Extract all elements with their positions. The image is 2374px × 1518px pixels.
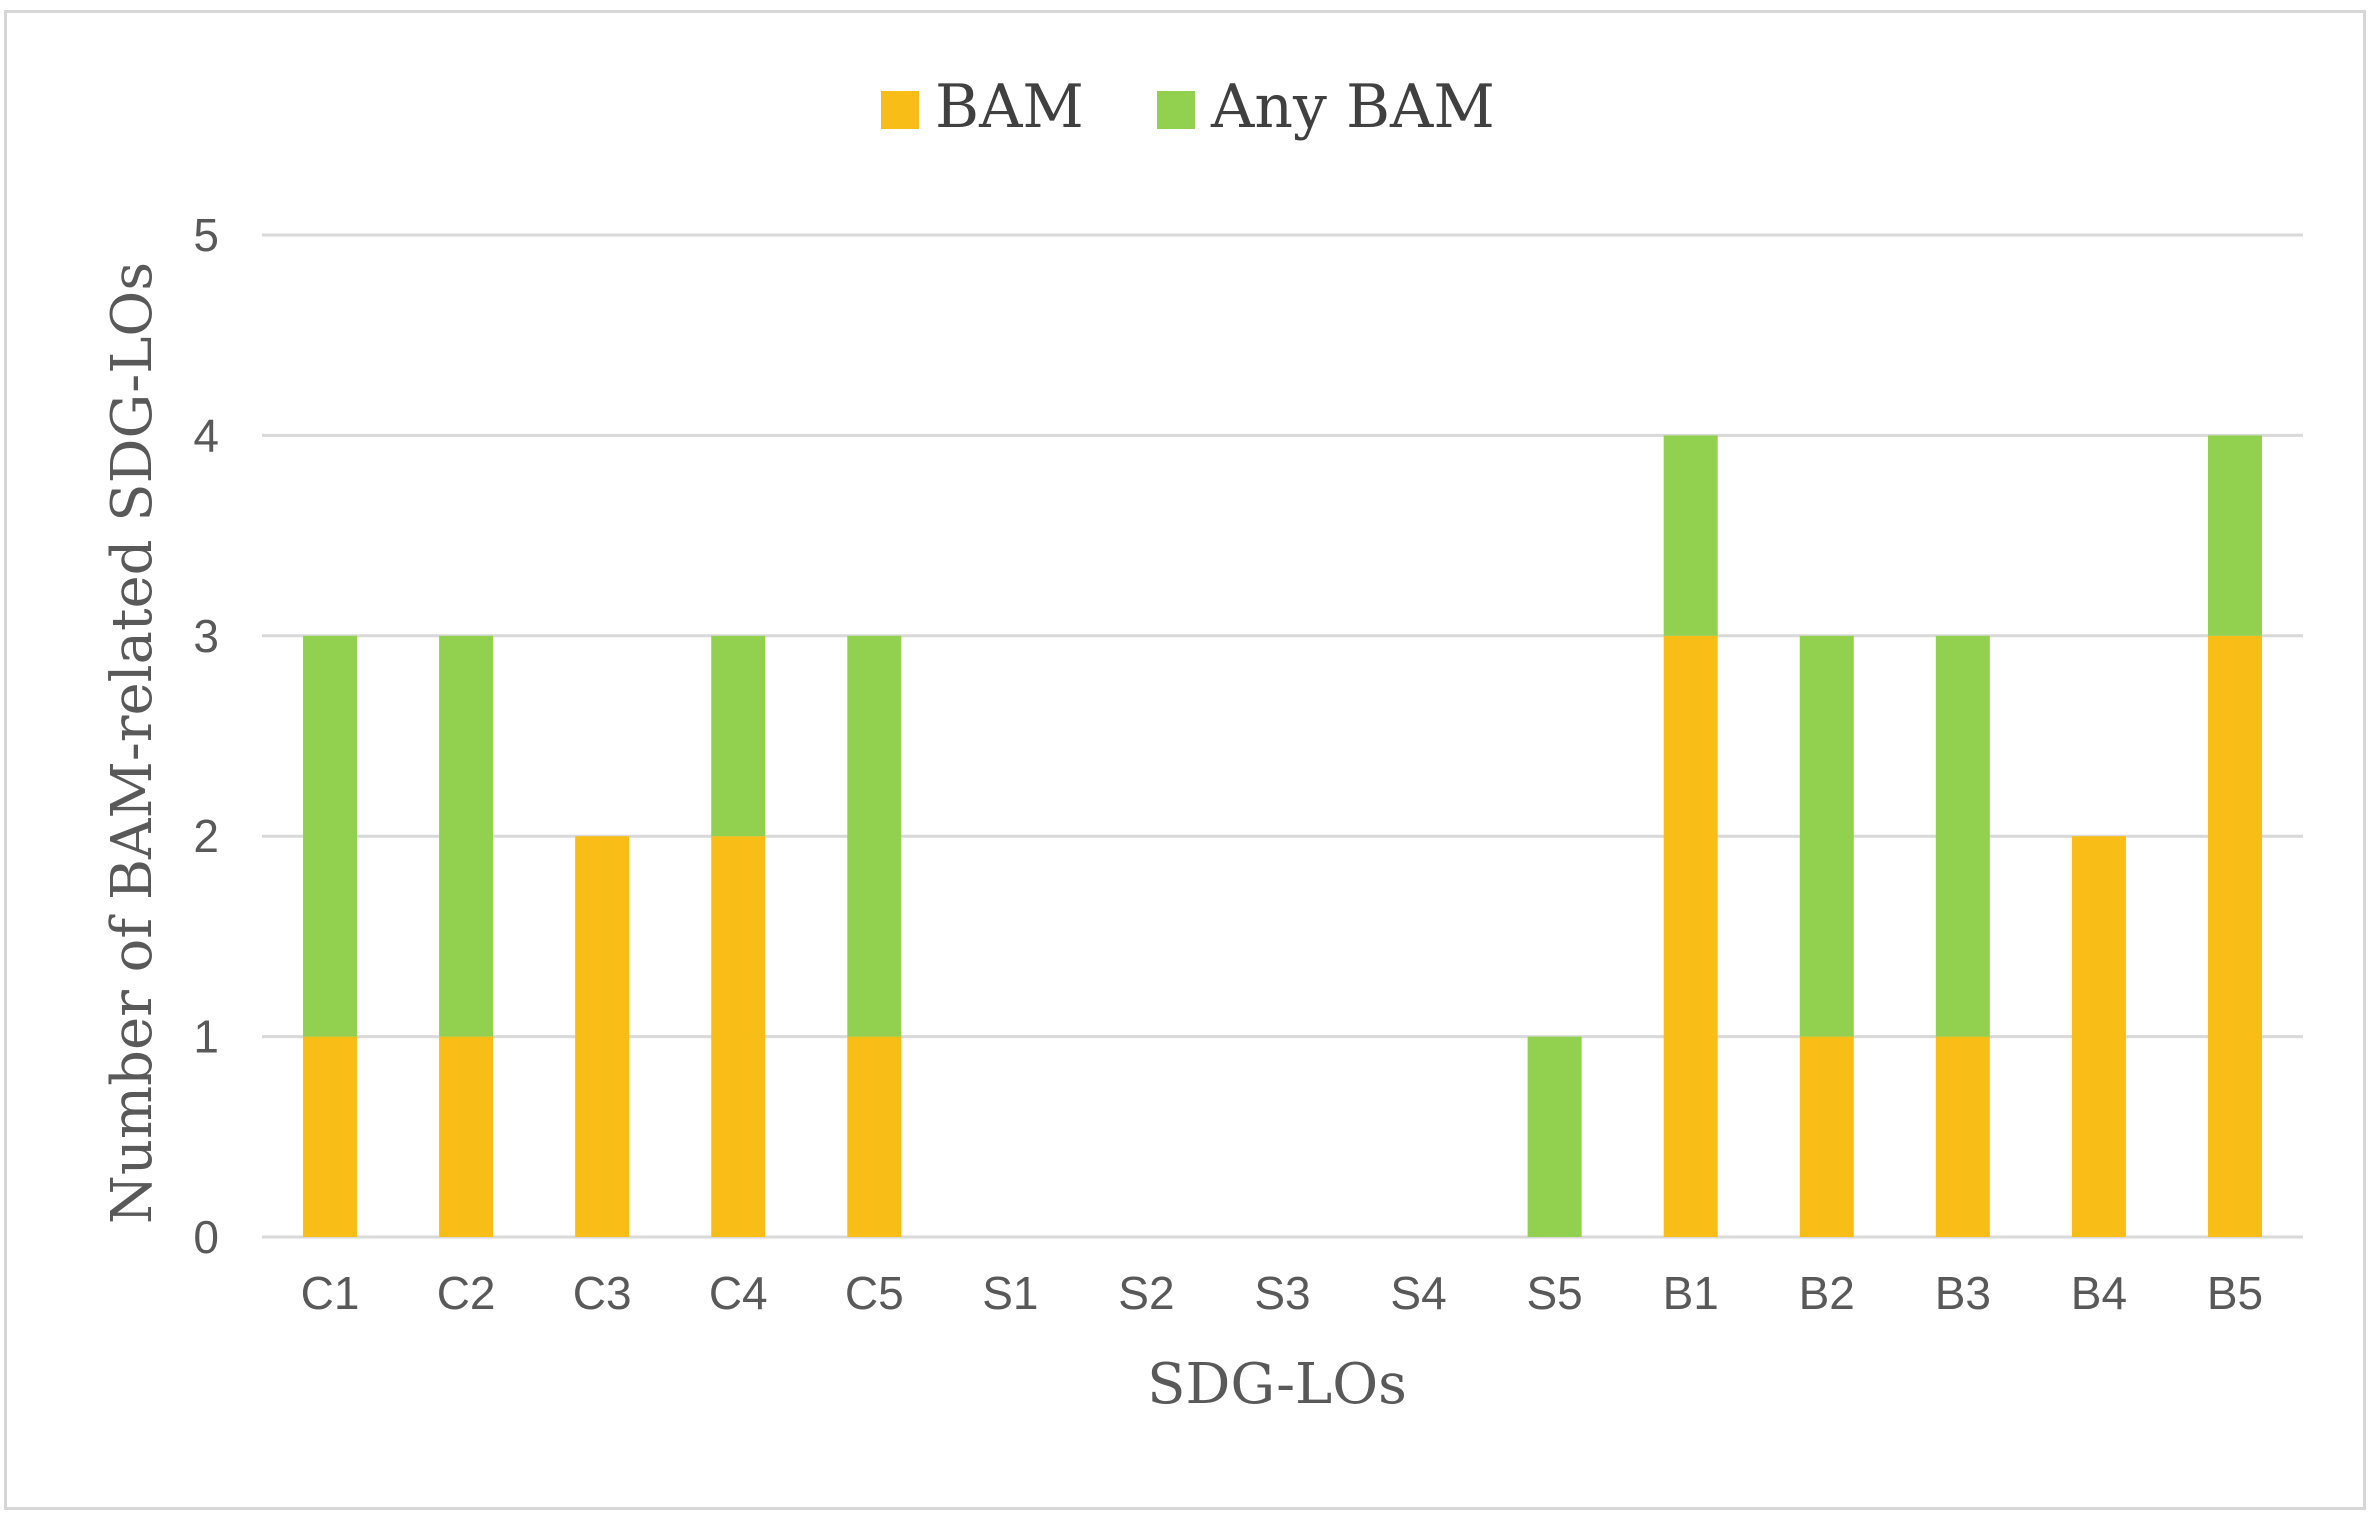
- y-tick-label: 3: [193, 610, 219, 662]
- bar-any-bam-c4: [711, 635, 766, 837]
- x-tick-label-b2: B2: [1799, 1267, 1855, 1319]
- x-tick-label-c3: C3: [573, 1267, 632, 1319]
- bar-any-bam-c5: [847, 635, 902, 1037]
- bar-bam-c4: [711, 836, 766, 1237]
- x-tick-label-c5: C5: [845, 1267, 904, 1319]
- x-tick-label-b5: B5: [2207, 1267, 2263, 1319]
- bar-any-bam-c1: [303, 635, 358, 1037]
- chart-frame: 0 1 2 3 4 5 C1 C2 C3 C4 C5 S1 S2 S3 S4 S5 B1 B2 B3 B4 B5 BAM…: [4, 10, 2366, 1510]
- y-tick-label: 5: [193, 209, 219, 261]
- bar-bam-c3: [575, 836, 630, 1237]
- x-tick-label-s1: S1: [982, 1267, 1038, 1319]
- y-tick-label: 0: [193, 1211, 219, 1263]
- y-axis-title: Number of BAM-related SDG-LOs: [100, 262, 165, 1224]
- grid-layer: [262, 233, 2303, 1239]
- y-tick-label: 4: [193, 409, 219, 461]
- x-tick-label-b3: B3: [1935, 1267, 1991, 1319]
- x-tick-label-s2: S2: [1118, 1267, 1174, 1319]
- bar-bam-b5: [2207, 635, 2262, 1237]
- bar-any-bam-b3: [1935, 635, 1990, 1037]
- x-tick-label-c4: C4: [709, 1267, 768, 1319]
- y-tick-label: 2: [193, 810, 219, 862]
- bar-bam-c5: [847, 1036, 902, 1237]
- x-tick-label-c2: C2: [437, 1267, 496, 1319]
- x-axis-title: SDG-LOs: [1147, 1352, 1407, 1417]
- legend-label-any-bam: Any BAM: [1210, 72, 1495, 142]
- bar-any-bam-b1: [1663, 435, 1718, 636]
- bar-bam-b1: [1663, 635, 1718, 1237]
- x-tick-label-b4: B4: [2071, 1267, 2127, 1319]
- bar-bam-b3: [1935, 1036, 1990, 1237]
- bar-bam-c2: [439, 1036, 494, 1237]
- bar-any-bam-c2: [439, 635, 494, 1037]
- bar-layer: [303, 435, 2262, 1237]
- bar-bam-c1: [303, 1036, 358, 1237]
- x-tick-label-s5: S5: [1527, 1267, 1583, 1319]
- bar-any-bam-b5: [2207, 435, 2262, 636]
- y-tick-label: 1: [193, 1011, 219, 1063]
- legend-label-bam: BAM: [935, 72, 1084, 142]
- bar-any-bam-s5: [1527, 1036, 1582, 1237]
- bar-bam-b2: [1799, 1036, 1854, 1237]
- x-tick-label-c1: C1: [301, 1267, 360, 1319]
- bar-bam-b4: [2071, 836, 2126, 1237]
- x-tick-label-b1: B1: [1663, 1267, 1719, 1319]
- bar-any-bam-b2: [1799, 635, 1854, 1037]
- legend-swatch-any-bam: [1157, 91, 1195, 129]
- legend-swatch-bam: [881, 91, 919, 129]
- legend: BAM Any BAM: [881, 72, 1495, 142]
- chart-svg: 0 1 2 3 4 5 C1 C2 C3 C4 C5 S1 S2 S3 S4 S5 B1 B2 B3 B4 B5 BAM…: [100, 72, 2303, 1417]
- x-tick-label-s4: S4: [1390, 1267, 1446, 1319]
- x-tick-label-s3: S3: [1254, 1267, 1310, 1319]
- axis-layer: 0 1 2 3 4 5 C1 C2 C3 C4 C5 S1 S2 S3 S4 S5 B1 B2 B3 B4 B5: [193, 209, 2263, 1319]
